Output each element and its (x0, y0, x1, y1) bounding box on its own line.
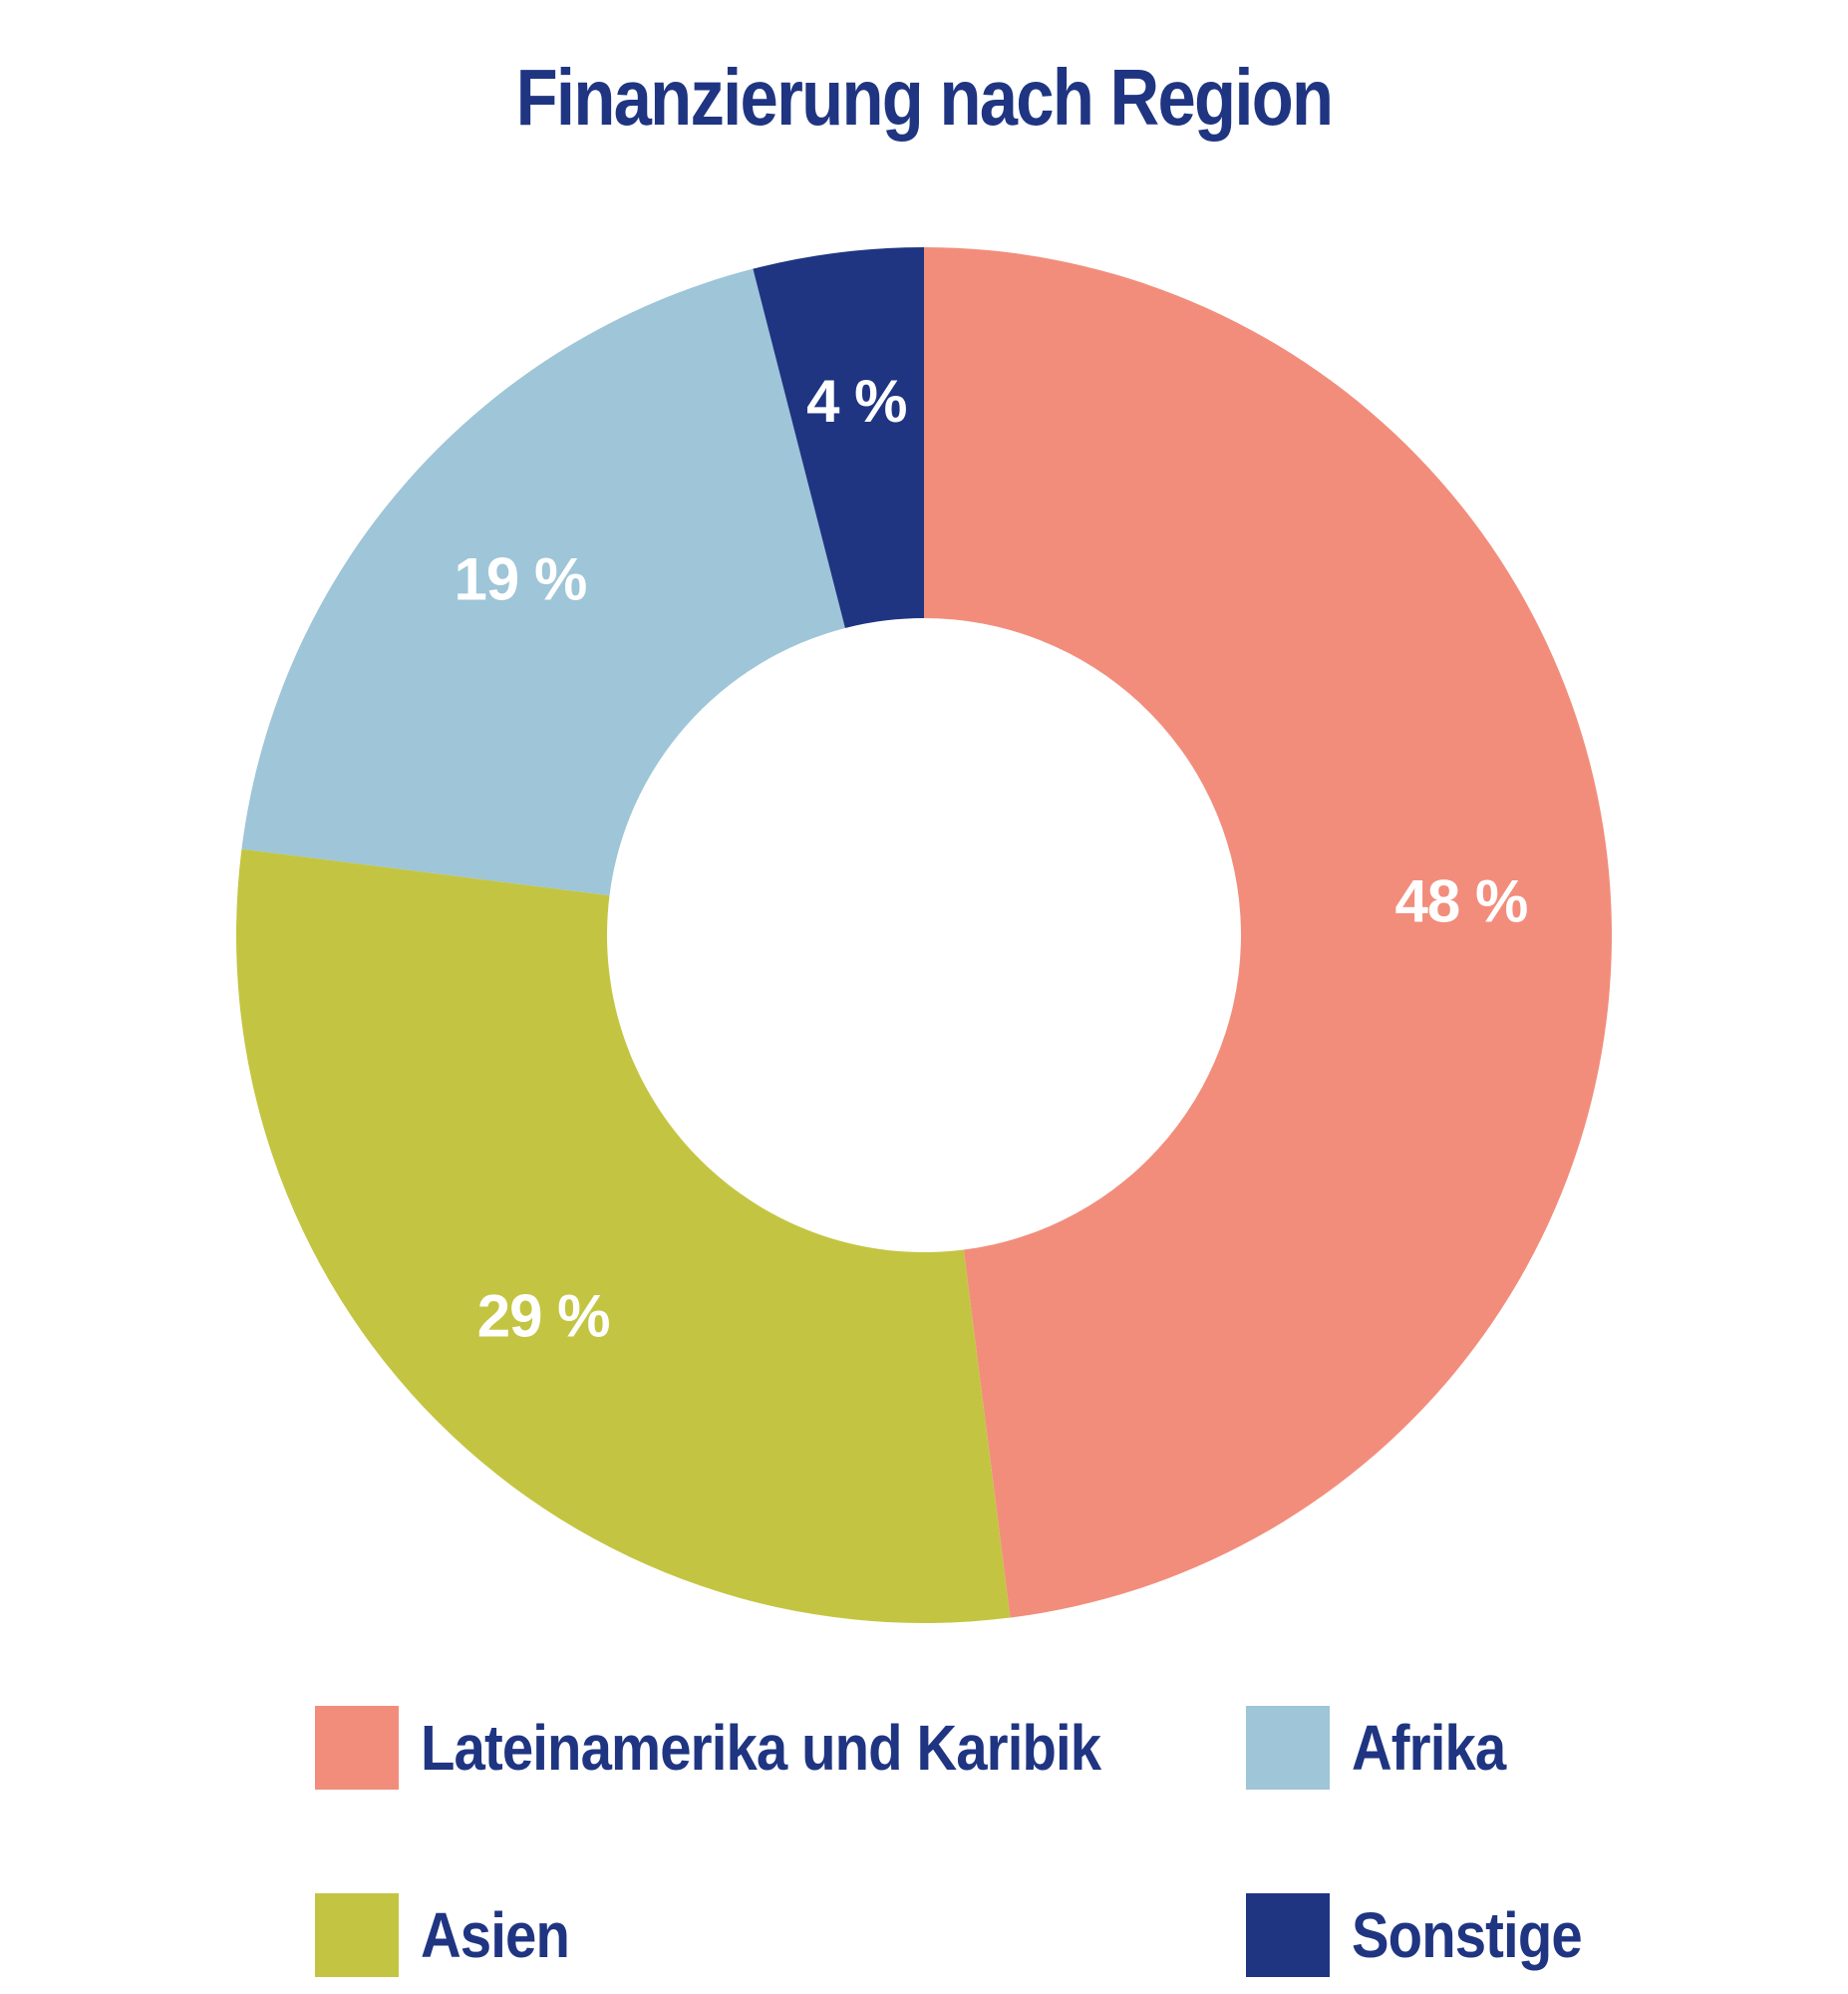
chart-title: Finanzierung nach Region (515, 53, 1334, 142)
legend-swatch-sonstige (1246, 1893, 1330, 1977)
legend-label-asien: Asien (421, 1899, 570, 1971)
slice-label-3: 4 % (806, 368, 906, 435)
slice-label-0: 48 % (1395, 868, 1528, 935)
legend-label-sonstige: Sonstige (1352, 1899, 1583, 1971)
donut-slice-1 (235, 848, 1011, 1623)
legend-swatch-afrika (1246, 1706, 1330, 1790)
legend-label-afrika: Afrika (1352, 1712, 1506, 1784)
legend-swatch-lateinamerika (315, 1706, 399, 1790)
donut-slice-2 (241, 268, 845, 896)
donut-slice-3 (753, 247, 924, 628)
legend-label-lateinamerika: Lateinamerika und Karibik (421, 1712, 1101, 1784)
legend-item-sonstige: Sonstige (1246, 1892, 1613, 1978)
legend-item-asien: Asien (315, 1892, 589, 1978)
donut-chart: 48 % 29 % 19 % 4 % (235, 247, 1613, 1623)
slice-label-2: 19 % (455, 545, 587, 612)
legend-swatch-asien (315, 1893, 399, 1977)
legend-item-lateinamerika: Lateinamerika und Karibik (315, 1705, 1193, 1791)
slice-label-1: 29 % (477, 1282, 610, 1349)
donut-slice-0 (924, 247, 1613, 1618)
legend-item-afrika: Afrika (1246, 1705, 1526, 1791)
